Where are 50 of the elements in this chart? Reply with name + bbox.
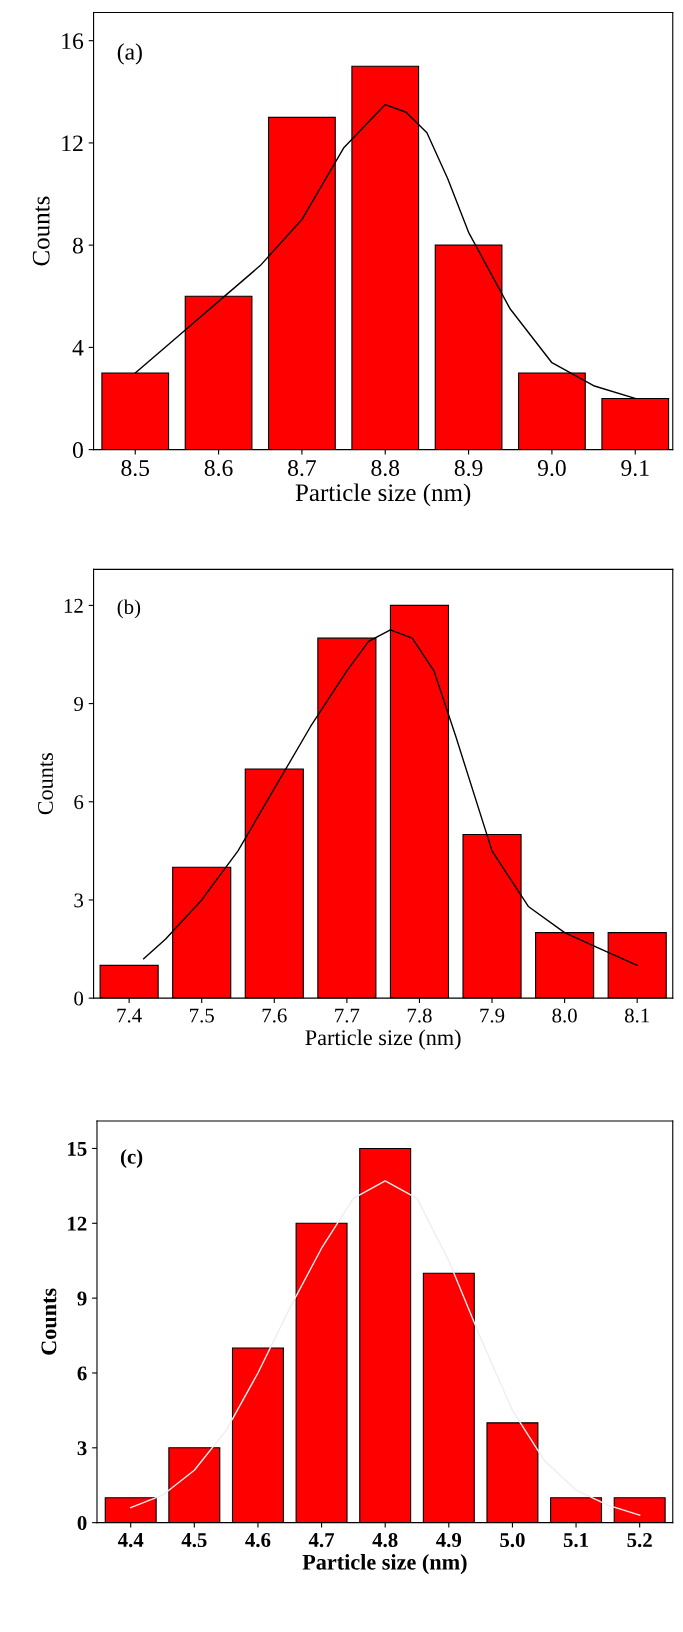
x-tick-label: 7.8 (407, 1008, 432, 1023)
x-tick-label: 8.9 (454, 460, 483, 477)
x-tick-label: 8.6 (204, 460, 233, 477)
y-tick-label: 6 (74, 795, 84, 810)
y-tick-label: 15 (68, 1141, 87, 1156)
x-tick-label: 4.9 (436, 1533, 462, 1548)
y-tick-label: 4 (72, 340, 84, 356)
x-tick-label: 5.0 (500, 1532, 525, 1548)
x-axis-title: Particle size (nm) (302, 1554, 467, 1575)
y-tick-label: 8 (72, 237, 83, 254)
x-tick-label: 5.1 (563, 1533, 588, 1548)
y-tick-label: 3 (77, 1441, 87, 1456)
annotation: (b) (117, 599, 141, 619)
y-tick-label: 16 (62, 33, 84, 50)
x-tick-label: 4.8 (372, 1532, 398, 1548)
x-tick-label: 8.8 (371, 460, 400, 477)
y-tick-label: 9 (74, 697, 83, 712)
x-tick-label: 8.0 (552, 1008, 577, 1023)
y-tick-label: 12 (62, 135, 83, 152)
x-tick-label: 4.5 (181, 1533, 207, 1548)
x-tick-label: 5.2 (627, 1533, 652, 1548)
x-tick-label: 8.1 (624, 1008, 649, 1023)
y-tick-label: 12 (68, 1216, 87, 1231)
x-tick-label: 7.5 (190, 1008, 214, 1023)
line-series (130, 1180, 641, 1516)
x-tick-label: 7.9 (480, 1008, 505, 1023)
annotation: (c) (120, 1149, 143, 1169)
x-tick-label: 9.1 (621, 460, 649, 477)
y-tick-label: 12 (64, 598, 83, 613)
x-tick-label: 7.6 (262, 1008, 287, 1023)
x-tick-label: 4.4 (117, 1533, 144, 1548)
x-tick-label: 8.7 (288, 460, 316, 477)
x-tick-label: 8.5 (121, 460, 150, 477)
x-tick-label: 4.7 (308, 1533, 335, 1548)
y-tick-label: 0 (74, 991, 84, 1006)
y-axis-title: Counts (32, 196, 50, 266)
x-tick-label: 7.4 (117, 1008, 142, 1023)
x-tick-label: 7.7 (335, 1008, 360, 1023)
y-axis-title: Counts (38, 753, 53, 815)
y-tick-label: 0 (77, 1516, 87, 1531)
x-tick-label: 9.0 (537, 460, 566, 477)
y-axis-title: Counts (41, 1288, 57, 1355)
y-tick-label: 9 (77, 1291, 87, 1306)
y-tick-label: 3 (74, 893, 84, 908)
annotation: (a) (117, 43, 142, 65)
y-tick-label: 0 (72, 442, 83, 459)
x-axis-title: Particle size (nm) (295, 483, 471, 507)
x-axis-title: Particle size (nm) (305, 1029, 461, 1050)
y-tick-label: 6 (77, 1366, 87, 1381)
x-tick-label: 4.6 (245, 1533, 271, 1548)
